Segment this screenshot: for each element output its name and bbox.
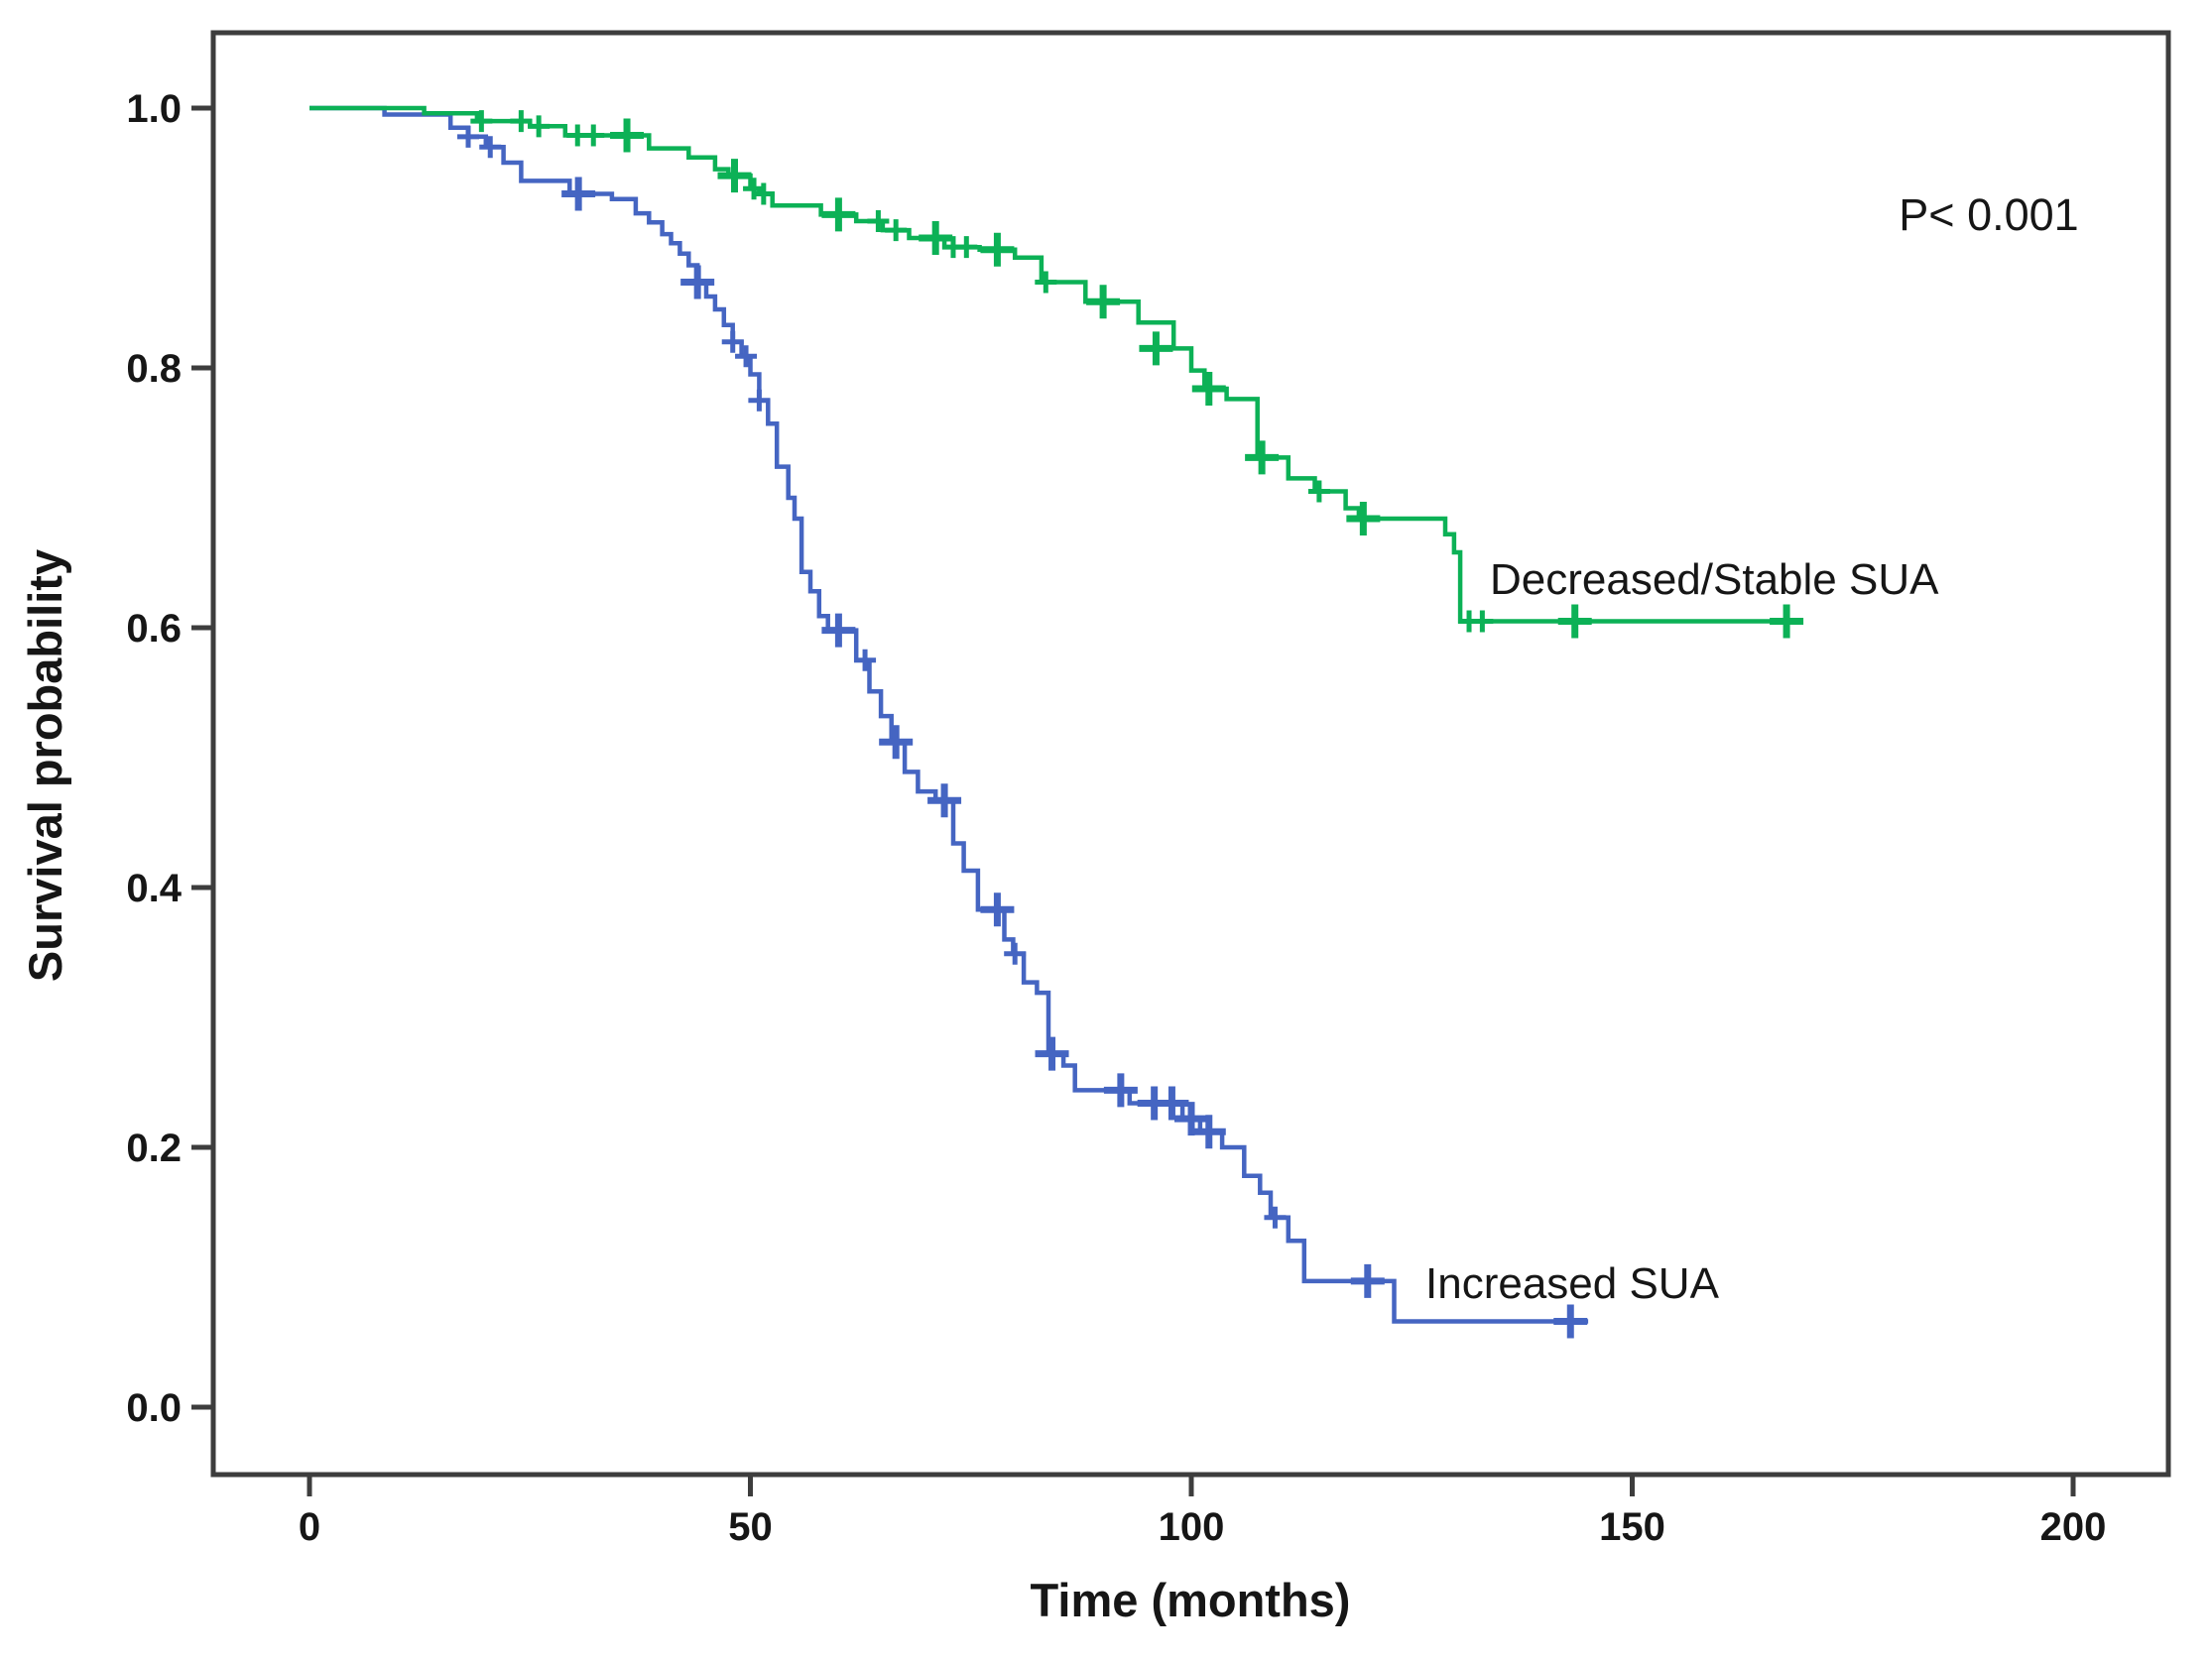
censor-mark-decreased-stable-sua	[1557, 604, 1592, 639]
censor-mark-increased-sua	[854, 649, 877, 671]
censor-mark-decreased-stable-sua	[919, 221, 953, 255]
censor-mark-decreased-stable-sua	[1471, 610, 1494, 633]
censor-mark-increased-sua	[680, 265, 715, 299]
censor-mark-decreased-stable-sua	[1245, 440, 1280, 475]
censor-mark-decreased-stable-sua	[510, 110, 533, 133]
censor-mark-increased-sua	[1155, 1086, 1189, 1121]
censor-mark-decreased-stable-sua	[470, 110, 493, 133]
censor-mark-increased-sua	[1264, 1206, 1287, 1229]
censor-mark-increased-sua	[821, 613, 856, 648]
censor-mark-decreased-stable-sua	[610, 118, 645, 153]
censor-mark-increased-sua	[1191, 1115, 1226, 1149]
censor-mark-increased-sua	[748, 389, 771, 412]
censor-mark-decreased-stable-sua	[1086, 285, 1121, 319]
x-tick-label: 50	[728, 1505, 773, 1549]
y-axis: 0.0 0.2 0.4 0.6 0.8 1.0	[126, 87, 213, 1430]
censor-mark-increased-sua	[721, 330, 744, 353]
x-axis-title: Time (months)	[1031, 1574, 1351, 1626]
y-tick-label: 0.2	[126, 1127, 182, 1170]
km-curve-decreased-stable-sua	[309, 105, 1800, 624]
censor-mark-decreased-stable-sua	[752, 182, 775, 205]
survival-curves	[309, 105, 1804, 1339]
censor-mark-increased-sua	[1035, 1036, 1069, 1071]
p-value-annotation: P< 0.001	[1899, 189, 2078, 240]
km-curve-increased-sua	[309, 105, 1589, 1324]
censor-mark-increased-sua	[479, 136, 502, 159]
censor-mark-increased-sua	[980, 892, 1015, 927]
censor-mark-decreased-stable-sua	[1307, 480, 1330, 503]
censor-mark-decreased-stable-sua	[980, 232, 1015, 267]
x-tick-label: 100	[1159, 1505, 1225, 1549]
censor-mark-decreased-stable-sua	[867, 209, 890, 232]
censor-mark-decreased-stable-sua	[955, 236, 978, 259]
plot-frame	[210, 30, 2171, 1478]
x-tick-label: 0	[299, 1505, 320, 1549]
y-tick-label: 1.0	[126, 87, 182, 131]
censor-mark-decreased-stable-sua	[1035, 271, 1057, 294]
y-axis-title: Survival probability	[19, 549, 71, 982]
censor-mark-decreased-stable-sua	[1346, 501, 1381, 535]
curve-label-decreased-stable-sua: Decreased/Stable SUA	[1490, 555, 1939, 604]
censor-mark-decreased-stable-sua	[885, 219, 908, 242]
x-tick-label: 200	[2040, 1505, 2107, 1549]
y-tick-label: 0.6	[126, 607, 182, 651]
censor-mark-increased-sua	[457, 125, 480, 148]
x-axis: 0 50 100 150 200	[299, 1475, 2107, 1549]
curve-label-increased-sua: Increased SUA	[1425, 1259, 1720, 1308]
y-tick-label: 0.4	[126, 867, 182, 910]
censor-mark-increased-sua	[1174, 1102, 1208, 1136]
censor-mark-increased-sua	[1350, 1263, 1385, 1298]
censor-mark-increased-sua	[735, 345, 758, 368]
y-tick-label: 0.8	[126, 347, 182, 391]
censor-mark-decreased-stable-sua	[1770, 604, 1804, 639]
censor-mark-increased-sua	[879, 725, 914, 760]
censor-mark-decreased-stable-sua	[821, 197, 856, 232]
censor-mark-increased-sua	[1553, 1304, 1588, 1339]
x-tick-label: 150	[1599, 1505, 1665, 1549]
censor-mark-decreased-stable-sua	[1191, 371, 1226, 406]
censor-mark-decreased-stable-sua	[717, 159, 752, 193]
censor-mark-decreased-stable-sua	[582, 124, 605, 147]
censor-mark-increased-sua	[1004, 942, 1027, 965]
censor-mark-increased-sua	[561, 177, 596, 211]
y-tick-label: 0.0	[126, 1386, 182, 1430]
censor-mark-increased-sua	[927, 783, 962, 818]
censor-mark-decreased-stable-sua	[1139, 331, 1173, 366]
censor-mark-increased-sua	[1103, 1073, 1138, 1108]
censor-mark-decreased-stable-sua	[528, 115, 551, 138]
